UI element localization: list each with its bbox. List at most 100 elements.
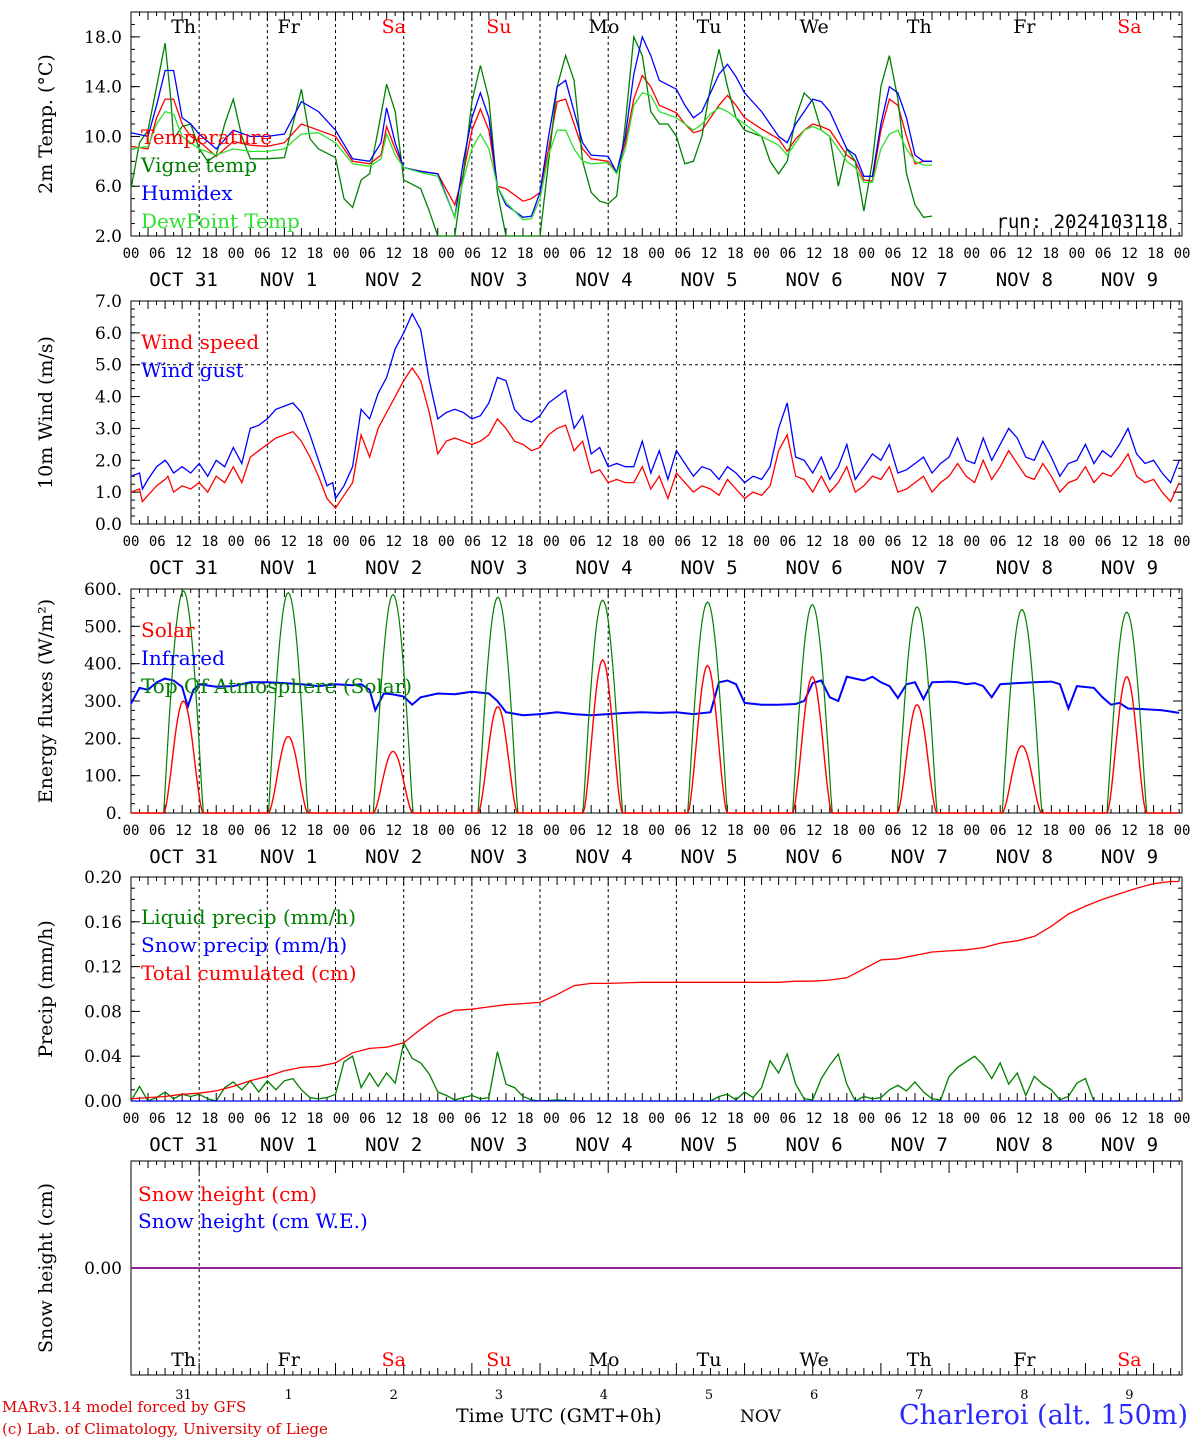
energy-hour-label: 06 xyxy=(569,823,586,839)
wind-hour-label: 06 xyxy=(149,534,166,550)
wind-hour-label: 06 xyxy=(779,534,796,550)
energy-toa-day-9 xyxy=(1074,611,1178,814)
precip-hour-label: 12 xyxy=(490,1111,507,1127)
precip-date-label-1: NOV 1 xyxy=(260,1134,317,1156)
temp-hour-label: 00 xyxy=(1068,246,1085,262)
precip-date-label-5: NOV 5 xyxy=(680,1134,737,1156)
day-header-6: We xyxy=(800,16,829,38)
precip-date-label-3: NOV 3 xyxy=(470,1134,527,1156)
wind-ytick-label: 4.0 xyxy=(95,388,122,408)
temp-legend-item: Vigne temp xyxy=(140,153,257,177)
precip-hour-label: 12 xyxy=(701,1111,718,1127)
energy-hour-label: 18 xyxy=(517,823,534,839)
temp-hour-label: 18 xyxy=(306,246,323,262)
snow-legend-item: Snow height (cm W.E.) xyxy=(138,1209,368,1233)
energy-hour-label: 12 xyxy=(911,823,928,839)
precip-hour-label: 12 xyxy=(385,1111,402,1127)
wind-hour-label: 00 xyxy=(753,534,770,550)
snow-ylabel: Snow height (cm) xyxy=(35,1183,57,1353)
snow-day-label-3: Su xyxy=(486,1349,511,1371)
precip-date-label-4: NOV 4 xyxy=(575,1134,632,1156)
precip-hour-label: 18 xyxy=(832,1111,849,1127)
energy-hour-label: 06 xyxy=(149,823,166,839)
energy-ytick-label: 300. xyxy=(84,692,122,712)
precip-date-label-0: OCT 31 xyxy=(149,1134,218,1156)
precip-hour-label: 06 xyxy=(674,1111,691,1127)
energy-ytick-label: 200. xyxy=(84,729,122,749)
precip-hour-label: 06 xyxy=(990,1111,1007,1127)
energy-hour-label: 12 xyxy=(1016,823,1033,839)
precip-hour-label: 00 xyxy=(123,1111,140,1127)
precip-hour-label: 06 xyxy=(779,1111,796,1127)
energy-hour-label: 00 xyxy=(333,823,350,839)
wind-hour-label: 18 xyxy=(412,534,429,550)
snow-ytick-label: 0.00 xyxy=(84,1259,122,1279)
energy-date-label-5: NOV 5 xyxy=(680,846,737,868)
temp-frame xyxy=(130,11,1183,237)
temp-legend-item: Humidex xyxy=(141,181,233,205)
wind-date-label-0: OCT 31 xyxy=(149,557,218,579)
energy-hour-label: 18 xyxy=(306,823,323,839)
precip-hour-label: 12 xyxy=(806,1111,823,1127)
snow-legend-item: Snow height (cm) xyxy=(138,1182,317,1206)
energy-hour-label: 06 xyxy=(254,823,271,839)
precip-hour-label: 00 xyxy=(858,1111,875,1127)
precip-hour-label: 12 xyxy=(280,1111,297,1127)
wind-series-wind-speed xyxy=(130,366,1180,510)
wind-ytick-label: 1.0 xyxy=(95,483,122,503)
wind-ytick-label: 6.0 xyxy=(95,324,122,344)
energy-date-label-1: NOV 1 xyxy=(260,846,317,868)
wind-hour-label: 12 xyxy=(596,534,613,550)
energy-hour-label: 12 xyxy=(701,823,718,839)
temp-hour-label: 18 xyxy=(412,246,429,262)
precip-hour-label: 06 xyxy=(885,1111,902,1127)
temp-hour-label: 18 xyxy=(201,246,218,262)
temp-hour-label: 12 xyxy=(1121,246,1138,262)
temp-hour-label: 12 xyxy=(596,246,613,262)
energy-solar-day-6 xyxy=(759,675,864,814)
temp-hour-label: 00 xyxy=(123,246,140,262)
temp-panel: 2.0 6.0 10.0 14.0 18.0 2m Temp. (°C) Temperatu… xyxy=(35,11,1183,247)
wind-hour-label: 12 xyxy=(1016,534,1033,550)
energy-ytick-label: 500. xyxy=(84,617,122,637)
energy-hour-label: 12 xyxy=(175,823,192,839)
wind-series-wind-gust xyxy=(130,312,1180,501)
wind-hour-label: 18 xyxy=(201,534,218,550)
precip-hour-label: 00 xyxy=(963,1111,980,1127)
energy-ytick-label: 600. xyxy=(84,580,122,600)
energy-ytick-label: 100. xyxy=(84,767,122,787)
temp-ylabel: 2m Temp. (°C) xyxy=(35,54,57,194)
energy-solar-day-3 xyxy=(445,705,550,814)
temp-hour-label: 06 xyxy=(990,246,1007,262)
energy-hour-label: 12 xyxy=(490,823,507,839)
energy-hour-label: 18 xyxy=(201,823,218,839)
energy-hour-label: 00 xyxy=(753,823,770,839)
energy-date-label-4: NOV 4 xyxy=(575,846,632,868)
temp-date-label-2: NOV 2 xyxy=(365,269,422,291)
wind-hour-label: 18 xyxy=(727,534,744,550)
temp-hour-label: 06 xyxy=(464,246,481,262)
snow-day-label-1: Fr xyxy=(278,1349,301,1371)
precip-hour-label: 18 xyxy=(306,1111,323,1127)
energy-frame xyxy=(130,588,1183,814)
wind-ytick-label: 7.0 xyxy=(95,292,122,312)
temp-hour-label: 00 xyxy=(753,246,770,262)
energy-hour-label: 18 xyxy=(1147,823,1164,839)
temp-hour-label: 06 xyxy=(569,246,586,262)
temp-hour-label: 06 xyxy=(1095,246,1112,262)
temp-legend-item: DewPoint Temp xyxy=(141,209,300,233)
temp-hour-label: 06 xyxy=(779,246,796,262)
precip-hour-label: 00 xyxy=(438,1111,455,1127)
temp-series-dewpoint-temp xyxy=(130,92,932,221)
temp-hour-label: 00 xyxy=(543,246,560,262)
precip-hour-label: 06 xyxy=(359,1111,376,1127)
temp-hour-label: 00 xyxy=(333,246,350,262)
precip-series-liquid-precip-mm-h- xyxy=(130,1040,1180,1102)
temp-ytick-label: 10.0 xyxy=(84,127,122,147)
precip-hour-label: 12 xyxy=(911,1111,928,1127)
temp-hour-label: 18 xyxy=(622,246,639,262)
precip-date-label-7: NOV 7 xyxy=(891,1134,948,1156)
temp-hour-label: 12 xyxy=(490,246,507,262)
energy-hour-label: 00 xyxy=(648,823,665,839)
energy-date-label-8: NOV 8 xyxy=(996,846,1053,868)
